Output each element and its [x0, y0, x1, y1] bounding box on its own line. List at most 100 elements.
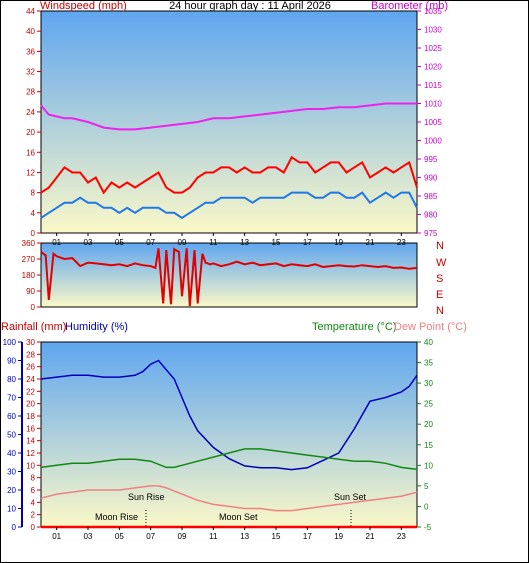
barometer-tick-label: 985: [424, 192, 438, 201]
bottom-x-axis-tick-label: 09: [178, 532, 187, 541]
barometer-tick-label: 1010: [424, 100, 442, 109]
direction-tick-label: 90: [26, 287, 35, 296]
barometer-tick-label: 1020: [424, 63, 442, 72]
rain-tick-label: 6: [31, 486, 36, 495]
top-x-axis-tick-label: 11: [209, 238, 218, 247]
rain-tick-label: 18: [26, 412, 35, 421]
rain-tick-label: 24: [26, 375, 35, 384]
dew-point-line: [40, 485, 418, 512]
top-x-axis-tick-label: 03: [84, 238, 93, 247]
humidity-tick-label: 90: [7, 357, 16, 366]
wind-average-line: [40, 191, 418, 220]
rain-tick-label: 26: [26, 363, 35, 372]
rain-tick-label: 12: [26, 449, 35, 458]
bottom-x-axis-tick-label: 01: [52, 532, 61, 541]
barometer-tick-label: 990: [424, 174, 438, 183]
rain-tick-label: 30: [26, 338, 35, 347]
bottom-x-axis-tick-label: 15: [272, 532, 281, 541]
barometer-axis-title: Barometer (mb): [371, 0, 448, 12]
sun-rise-label: Sun Rise: [128, 492, 165, 502]
windspeed-tick-label: 36: [26, 47, 35, 56]
climate-panel-bg: [40, 341, 418, 528]
top-x-axis-tick-label: 15: [272, 238, 281, 247]
top-x-axis-tick-label: 19: [334, 238, 343, 247]
rain-tick-label: 22: [26, 387, 35, 396]
windspeed-axis-title: Windspeed (mph): [40, 0, 127, 12]
temperature-tick-label: 40: [424, 338, 433, 347]
wind-direction-line: [40, 247, 418, 307]
direction-tick-label: 180: [22, 271, 36, 280]
graph-title: 24 hour graph day : 11 April 2026: [169, 0, 331, 12]
rain-tick-label: 0: [31, 523, 36, 532]
humidity-tick-label: 60: [7, 412, 16, 421]
temperature-tick-label: 5: [424, 482, 429, 491]
bottom-x-axis-tick-label: 03: [84, 532, 93, 541]
top-x-axis-tick-label: 09: [178, 238, 187, 247]
humidity-tick-label: 40: [7, 449, 16, 458]
bottom-x-axis-tick-label: 05: [115, 532, 124, 541]
temperature-tick-label: 0: [424, 502, 429, 511]
direction-tick-label: 270: [22, 255, 36, 264]
barometer-tick-label: 1000: [424, 137, 442, 146]
temperature-tick-label: 25: [424, 400, 433, 409]
compass-north-bottom: N: [436, 305, 444, 317]
humidity-line: [40, 359, 418, 471]
rain-tick-label: 14: [26, 437, 35, 446]
moon-rise-label: Moon Rise: [95, 512, 138, 522]
rain-tick-label: 20: [26, 400, 35, 409]
temperature-axis-title: Temperature (°C): [312, 321, 396, 333]
barometer-line: [40, 102, 417, 131]
top-x-axis-tick-label: 21: [366, 238, 375, 247]
humidity-tick-label: 100: [3, 338, 17, 347]
top-x-axis-tick-label: 17: [303, 238, 312, 247]
humidity-tick-label: 50: [7, 431, 16, 440]
barometer-tick-label: 1035: [424, 7, 442, 16]
humidity-tick-label: 70: [7, 394, 16, 403]
windspeed-tick-label: 12: [26, 168, 35, 177]
top-x-axis-tick-label: 01: [52, 238, 61, 247]
barometer-tick-label: 1025: [424, 44, 442, 53]
rain-tick-label: 28: [26, 350, 35, 359]
temperature-line: [40, 448, 418, 471]
humidity-tick-label: 30: [7, 468, 16, 477]
humidity-tick-label: 0: [12, 523, 17, 532]
bottom-x-axis-tick-label: 11: [209, 532, 218, 541]
temperature-tick-label: 10: [424, 461, 433, 470]
compass-south: S: [436, 273, 443, 285]
top-x-axis-tick-label: 13: [240, 238, 249, 247]
top-x-axis-tick-label: 05: [115, 238, 124, 247]
temperature-tick-label: 30: [424, 379, 433, 388]
barometer-tick-label: 995: [424, 155, 438, 164]
top-x-axis-tick-label: 23: [397, 238, 406, 247]
rain-tick-label: 4: [31, 498, 36, 507]
barometer-tick-label: 1015: [424, 81, 442, 90]
barometer-tick-label: 1030: [424, 26, 442, 35]
compass-west: W: [436, 257, 447, 269]
humidity-axis-title: Humidity (%): [65, 321, 128, 333]
wind-panel-bg: [40, 10, 418, 234]
windspeed-tick-label: 24: [26, 108, 35, 117]
barometer-tick-label: 1005: [424, 118, 442, 127]
rainfall-axis-title: Rainfall (mm): [1, 321, 66, 333]
rain-tick-label: 16: [26, 424, 35, 433]
bottom-x-axis-tick-label: 13: [240, 532, 249, 541]
temperature-tick-label: 20: [424, 420, 433, 429]
direction-tick-label: 360: [22, 239, 36, 248]
bottom-x-axis-tick-label: 17: [303, 532, 312, 541]
direction-panel-bg: [40, 242, 418, 308]
windspeed-tick-label: 8: [31, 189, 36, 198]
rain-tick-label: 8: [31, 474, 36, 483]
temperature-tick-label: 35: [424, 359, 433, 368]
compass-east: E: [436, 289, 443, 301]
top-x-axis-tick-label: 07: [146, 238, 155, 247]
bottom-x-axis-tick-label: 21: [366, 532, 375, 541]
moon-set-label: Moon Set: [219, 512, 258, 522]
bottom-x-axis-tick-label: 23: [397, 532, 406, 541]
dewpoint-axis-title: Dew Point (°C): [394, 321, 467, 333]
bottom-x-axis-tick-label: 19: [334, 532, 343, 541]
temperature-tick-label: 15: [424, 441, 433, 450]
rain-tick-label: 2: [31, 511, 36, 520]
windspeed-tick-label: 20: [26, 128, 35, 137]
sun-set-label: Sun Set: [334, 492, 367, 502]
